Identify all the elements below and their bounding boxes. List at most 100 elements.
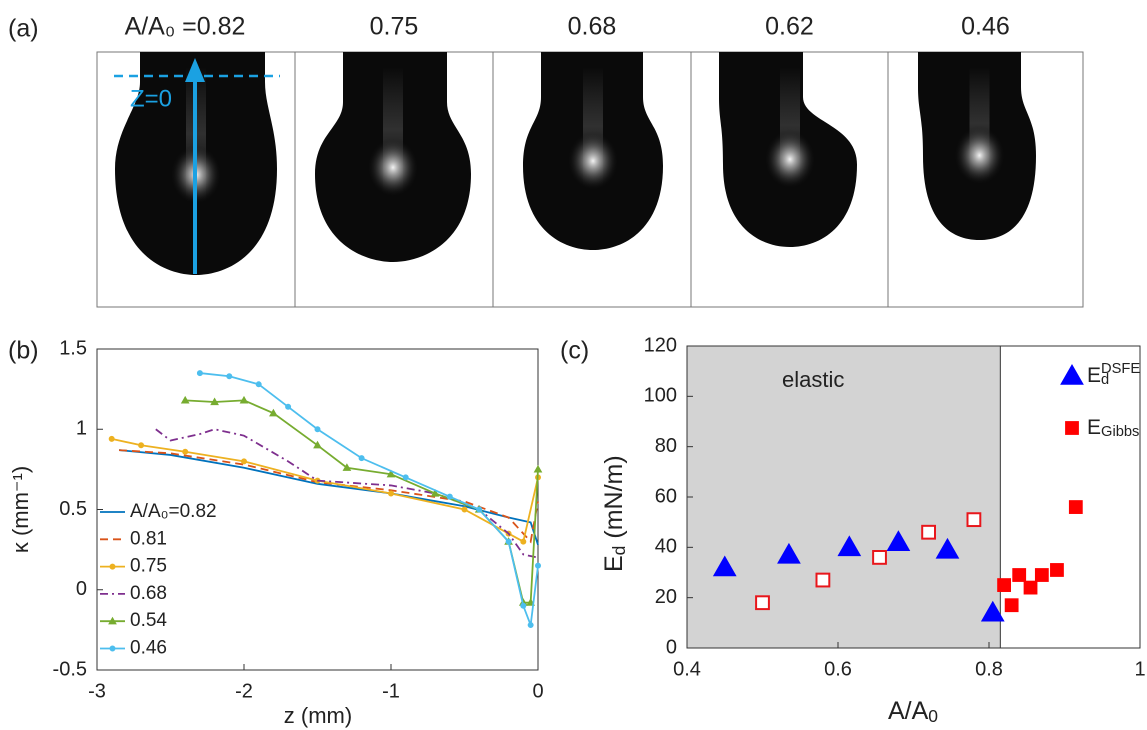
y-tick-label: -0.5: [53, 658, 87, 680]
legend-label: 0.81: [130, 528, 167, 549]
y-tick-label: 0: [666, 636, 677, 658]
x-axis-label: A/A0: [888, 697, 938, 726]
marker-triangle: [180, 395, 190, 404]
y-tick-label: 0: [76, 578, 87, 600]
marker-dot: [520, 602, 527, 609]
legend-label: 0.75: [130, 556, 167, 577]
marker-dot: [520, 538, 527, 545]
text-segment: d: [609, 546, 629, 556]
marker-triangle: [935, 537, 960, 559]
text-segment: Gibbs: [1101, 424, 1139, 440]
line-series: [118, 449, 539, 546]
marker-square: [1050, 563, 1064, 577]
marker-square: [1034, 568, 1049, 582]
arrow-head: [185, 58, 205, 82]
legend-marker: [109, 645, 116, 652]
marker-square: [1012, 568, 1027, 582]
frame-label: 0.62: [765, 13, 814, 41]
y-tick-label: 1.5: [59, 337, 87, 359]
panel-label: (c): [560, 337, 589, 365]
marker-dot: [182, 448, 189, 455]
marker-dot: [527, 622, 534, 629]
region-label: elastic: [782, 367, 844, 392]
marker-triangle: [210, 397, 219, 406]
marker-dot: [388, 490, 394, 497]
marker-dot: [285, 403, 292, 410]
marker-triangle: [386, 469, 396, 478]
y-tick-label: 60: [655, 485, 677, 507]
x-axis-label: z (mm): [284, 703, 352, 728]
x-tick-label: -3: [88, 680, 106, 702]
y-tick-label: 100: [644, 385, 677, 407]
marker-dot: [446, 493, 453, 500]
y-tick-label: 20: [655, 586, 677, 608]
marker-dot: [196, 370, 203, 377]
x-tick-label: -2: [235, 680, 253, 702]
line-series: [199, 372, 539, 626]
marker-dot: [138, 442, 145, 449]
x-tick-label: 1: [1134, 658, 1145, 680]
marker-triangle: [886, 530, 911, 552]
x-tick-label: 0.4: [673, 658, 701, 680]
marker-dot: [226, 373, 233, 380]
panel-a: (a) A/A₀ =0.82 0.75 0.68 0.62 0.46 Z=0: [8, 13, 1084, 308]
legend-marker: [109, 563, 116, 570]
line-series: [185, 399, 539, 604]
marker-triangle: [269, 408, 278, 417]
y-tick-label: 120: [644, 334, 677, 356]
marker-square: [966, 512, 982, 528]
marker-dot: [314, 426, 321, 433]
text-segment: E: [600, 555, 628, 572]
marker-triangle: [342, 463, 352, 471]
marker-dot: [461, 506, 468, 513]
z-label: Z=0: [130, 85, 172, 112]
marker-triangle: [533, 464, 543, 473]
x-tick-label: 0.6: [824, 658, 852, 680]
legend-label: 0.46: [130, 638, 167, 659]
x-tick-label: 0.8: [975, 658, 1003, 680]
text-segment: d: [1101, 372, 1109, 388]
marker-dot: [241, 458, 247, 465]
text-segment: E: [1087, 364, 1101, 387]
marker-dot: [535, 562, 541, 569]
marker-square: [872, 550, 887, 565]
marker-square: [997, 578, 1012, 592]
legend-label: A/A₀=0.82: [130, 501, 217, 522]
marker-triangle: [1060, 363, 1084, 385]
line-series: [111, 438, 539, 543]
y-tick-label: 0.5: [59, 498, 87, 520]
marker-square: [921, 524, 937, 540]
legend-label: EGibbs: [1087, 416, 1139, 441]
marker-triangle: [777, 542, 801, 564]
text-segment: A/A: [888, 697, 929, 725]
marker-dot: [402, 474, 409, 481]
frame-label: 0.75: [370, 13, 419, 41]
droplet-glow: [953, 125, 1006, 186]
frame-label: A/A₀ =0.82: [125, 13, 246, 41]
marker-dot: [108, 435, 115, 442]
text-segment: E: [1087, 416, 1101, 439]
line-series: [118, 449, 539, 544]
legend-marker: [108, 616, 117, 625]
text-segment: 0: [928, 706, 938, 726]
frame-label: 0.68: [568, 13, 617, 41]
droplet-glow: [764, 129, 816, 190]
droplet-glow: [567, 130, 619, 191]
legend-label: 0.68: [130, 583, 167, 604]
marker-square: [1004, 598, 1019, 613]
marker-triangle: [980, 600, 1005, 622]
marker-square: [1068, 500, 1083, 514]
legend-label: EdDSFE: [1087, 361, 1140, 388]
shaded-region: [686, 345, 1001, 649]
y-tick-label: 1: [76, 418, 87, 440]
marker-square: [1023, 580, 1038, 595]
x-tick-label: -1: [382, 680, 400, 702]
marker-square: [815, 572, 831, 588]
text-segment: DSFE: [1101, 361, 1140, 377]
marker-triangle: [239, 395, 249, 404]
marker-dot: [358, 455, 365, 462]
legend-label: 0.54: [130, 610, 167, 631]
droplet-glow: [367, 137, 419, 198]
line-series: [155, 428, 539, 559]
